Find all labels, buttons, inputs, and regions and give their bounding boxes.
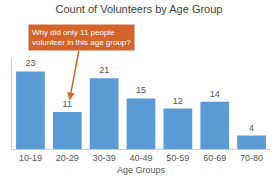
svg-text:Count of Volunteers by Age Gro: Count of Volunteers by Age Group	[56, 3, 223, 15]
svg-text:10-19: 10-19	[19, 153, 42, 163]
svg-text:21: 21	[99, 65, 109, 75]
svg-text:60-69: 60-69	[203, 153, 226, 163]
svg-text:30-39: 30-39	[93, 153, 116, 163]
svg-text:Why did only 11 peoplevoluntee: Why did only 11 peoplevolunteer in this …	[32, 28, 131, 47]
svg-text:15: 15	[136, 85, 146, 95]
svg-text:14: 14	[210, 89, 220, 99]
svg-text:4: 4	[249, 123, 254, 133]
svg-text:12: 12	[173, 96, 183, 106]
svg-text:23: 23	[25, 58, 35, 68]
svg-text:70-80: 70-80	[240, 153, 263, 163]
svg-text:11: 11	[63, 99, 72, 109]
svg-text:Age Groups: Age Groups	[117, 165, 166, 175]
svg-text:20-29: 20-29	[56, 153, 79, 163]
svg-text:40-49: 40-49	[129, 153, 152, 163]
svg-text:50-59: 50-59	[166, 153, 189, 163]
